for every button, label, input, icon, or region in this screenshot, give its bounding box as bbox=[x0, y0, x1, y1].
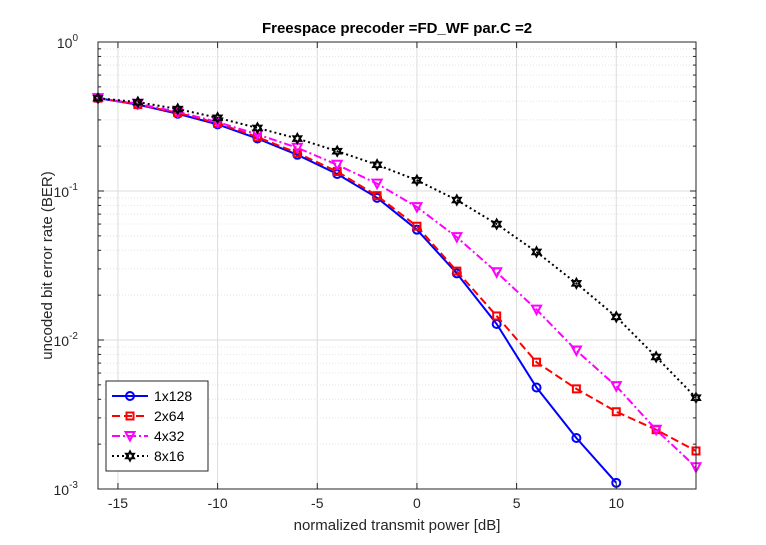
y-tick-label: 10-3 bbox=[54, 480, 79, 498]
series-marker bbox=[610, 381, 623, 393]
legend: 1x128 2x64 4x32 8x16 bbox=[105, 380, 209, 472]
legend-label: 4x32 bbox=[154, 428, 185, 444]
series-layer bbox=[91, 91, 703, 488]
legend-label: 2x64 bbox=[154, 408, 185, 424]
series-marker bbox=[372, 191, 382, 201]
series-marker bbox=[125, 411, 135, 421]
series-marker bbox=[125, 391, 135, 401]
plot-frame bbox=[97, 41, 697, 490]
ticks: -15 -10 -5 0 5 10 100 10-1 10-2 10-3 bbox=[54, 33, 696, 511]
series-marker bbox=[291, 131, 304, 146]
x-axis-label: normalized transmit power [dB] bbox=[294, 517, 501, 534]
series-marker bbox=[124, 449, 136, 463]
x-tick-label: 0 bbox=[413, 495, 421, 511]
series-marker bbox=[530, 304, 543, 317]
series-marker bbox=[611, 407, 621, 417]
series-marker bbox=[172, 102, 184, 116]
legend-item: 8x16 bbox=[112, 448, 185, 464]
y-tick-label: 10-2 bbox=[54, 331, 79, 349]
series-marker bbox=[331, 159, 344, 172]
series-marker bbox=[412, 221, 422, 231]
x-tick-label: -10 bbox=[207, 495, 227, 511]
series-marker bbox=[650, 350, 662, 364]
series-line bbox=[97, 97, 697, 399]
series-4x32 bbox=[91, 93, 703, 474]
series-marker bbox=[570, 276, 583, 290]
series-line bbox=[97, 97, 697, 468]
legend-item: 4x32 bbox=[112, 428, 185, 444]
series-marker bbox=[411, 173, 423, 187]
series-marker bbox=[331, 144, 343, 158]
series-marker bbox=[490, 217, 503, 231]
legend-label: 1x128 bbox=[154, 388, 192, 404]
y-axis-label: uncoded bit error rate (BER) bbox=[39, 171, 56, 359]
x-tick-label: -5 bbox=[311, 495, 324, 511]
legend-item: 2x64 bbox=[112, 408, 185, 424]
series-marker bbox=[532, 357, 542, 367]
series-marker bbox=[452, 266, 462, 276]
series-marker bbox=[450, 232, 463, 244]
series-marker bbox=[530, 245, 543, 259]
series-line bbox=[97, 97, 697, 452]
y-tick-label: 100 bbox=[57, 33, 79, 51]
series-marker bbox=[370, 178, 384, 191]
legend-label: 8x16 bbox=[154, 448, 185, 464]
x-tick-label: -15 bbox=[108, 495, 128, 511]
series-marker bbox=[610, 310, 622, 324]
series-marker bbox=[571, 432, 582, 443]
series-marker bbox=[451, 193, 463, 207]
x-tick-label: 10 bbox=[608, 495, 624, 511]
series-marker bbox=[211, 111, 224, 125]
series-marker bbox=[571, 384, 581, 394]
series-marker bbox=[371, 158, 383, 172]
series-marker bbox=[251, 121, 264, 135]
series-marker bbox=[649, 424, 663, 437]
series-marker bbox=[490, 267, 503, 279]
series-marker bbox=[492, 311, 502, 321]
series-marker bbox=[570, 345, 583, 358]
chart-title: Freespace precoder =FD_WF par.C =2 bbox=[262, 20, 532, 37]
series-marker bbox=[531, 382, 542, 393]
x-tick-label: 5 bbox=[513, 495, 521, 511]
series-marker bbox=[123, 431, 137, 443]
series-marker bbox=[410, 202, 424, 214]
series-marker bbox=[132, 95, 144, 109]
legend-item: 1x128 bbox=[112, 388, 192, 404]
series-marker bbox=[292, 148, 302, 158]
y-tick-label: 10-1 bbox=[54, 182, 79, 200]
